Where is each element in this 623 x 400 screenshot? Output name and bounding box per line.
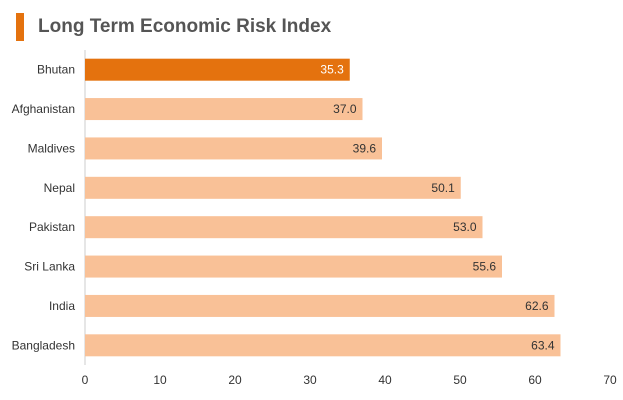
- data-label: 39.6: [353, 141, 377, 155]
- category-label: Bhutan: [37, 63, 75, 77]
- bar-bangladesh: [85, 334, 561, 357]
- data-label: 50.1: [431, 181, 455, 195]
- data-label: 35.3: [320, 63, 344, 77]
- category-label: Maldives: [28, 141, 75, 155]
- x-tick-label: 10: [153, 373, 167, 387]
- bar-nepal: [85, 176, 461, 199]
- x-tick-label: 50: [453, 373, 467, 387]
- chart-title: Long Term Economic Risk Index: [38, 16, 332, 37]
- category-label: Pakistan: [29, 220, 75, 234]
- data-label: 53.0: [453, 220, 477, 234]
- chart-title-block: Long Term Economic Risk Index: [16, 12, 331, 42]
- data-label: 63.4: [531, 338, 555, 352]
- bar-sri-lanka: [85, 255, 502, 278]
- x-tick-label: 70: [603, 373, 617, 387]
- x-tick-label: 30: [303, 373, 317, 387]
- category-label: Nepal: [44, 181, 75, 195]
- data-label: 62.6: [525, 299, 549, 313]
- x-tick-label: 0: [82, 373, 89, 387]
- data-label: 37.0: [333, 102, 357, 116]
- category-label: India: [49, 299, 75, 313]
- title-accent-bar: [16, 13, 24, 41]
- bar-bhutan: [85, 58, 350, 81]
- data-label: 55.6: [473, 260, 497, 274]
- category-label: Afghanistan: [12, 102, 75, 116]
- x-tick-label: 60: [528, 373, 542, 387]
- x-tick-label: 40: [378, 373, 392, 387]
- category-label: Bangladesh: [12, 338, 75, 352]
- bar-india: [85, 294, 555, 317]
- x-tick-label: 20: [228, 373, 242, 387]
- bar-maldives: [85, 137, 382, 160]
- bar-pakistan: [85, 216, 483, 239]
- bar-afghanistan: [85, 98, 363, 121]
- category-label: Sri Lanka: [24, 260, 75, 274]
